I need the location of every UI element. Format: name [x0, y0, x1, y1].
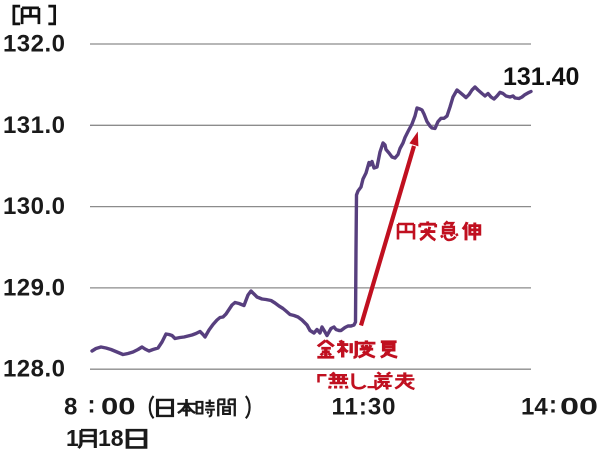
svg-text:1: 1	[66, 425, 79, 451]
svg-text:130.0: 130.0	[3, 193, 66, 220]
svg-text::: :	[549, 392, 557, 419]
svg-text:8: 8	[64, 394, 77, 421]
svg-text:131.0: 131.0	[3, 112, 66, 139]
svg-text:128.0: 128.0	[3, 356, 66, 383]
svg-text:00: 00	[101, 394, 136, 421]
svg-text:129.0: 129.0	[3, 274, 66, 301]
svg-text::: :	[88, 392, 96, 419]
svg-text:132.0: 132.0	[3, 31, 66, 58]
svg-text:00: 00	[560, 394, 598, 421]
svg-text:14: 14	[521, 394, 548, 421]
svg-text:131.40: 131.40	[503, 63, 579, 91]
svg-text:18: 18	[98, 425, 124, 451]
svg-text:11:30: 11:30	[331, 394, 396, 421]
